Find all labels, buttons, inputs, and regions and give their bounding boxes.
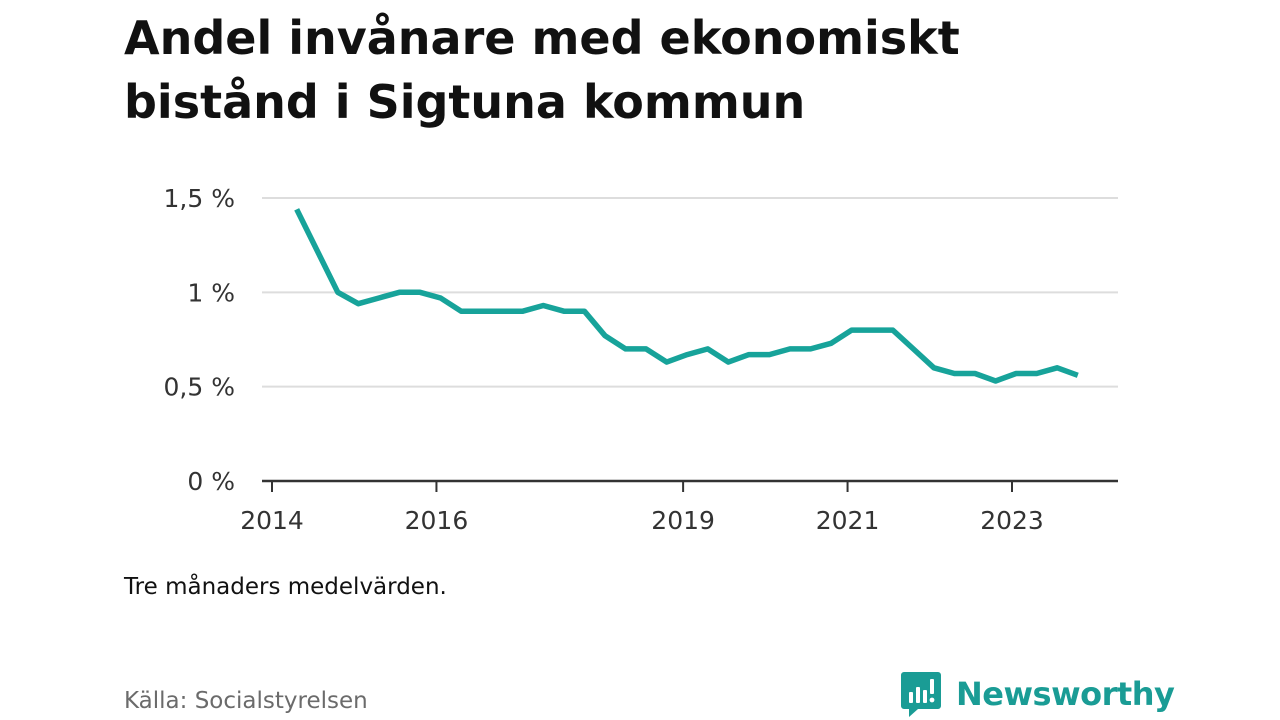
newsworthy-logo-icon — [901, 672, 941, 717]
x-tick-label: 2019 — [651, 506, 715, 535]
source-credit: Källa: Socialstyrelsen — [124, 688, 368, 714]
newsworthy-logo: Newsworthy — [900, 670, 1175, 718]
series-line — [294, 208, 1079, 384]
chart-title: Andel invånare med ekonomiskt bistånd i … — [124, 11, 960, 129]
x-tick-label: 2016 — [405, 506, 469, 535]
y-tick-label: 0 % — [187, 467, 235, 496]
chart-note: Tre månaders medelvärden. — [124, 574, 447, 600]
brand-name: Newsworthy — [956, 675, 1175, 713]
y-tick-label: 0,5 % — [164, 373, 235, 402]
x-tick-label: 2014 — [240, 506, 304, 535]
x-tick-label: 2021 — [816, 506, 880, 535]
y-tick-label: 1,5 % — [164, 184, 235, 213]
x-tick-label: 2023 — [980, 506, 1044, 535]
y-tick-label: 1 % — [187, 278, 235, 307]
